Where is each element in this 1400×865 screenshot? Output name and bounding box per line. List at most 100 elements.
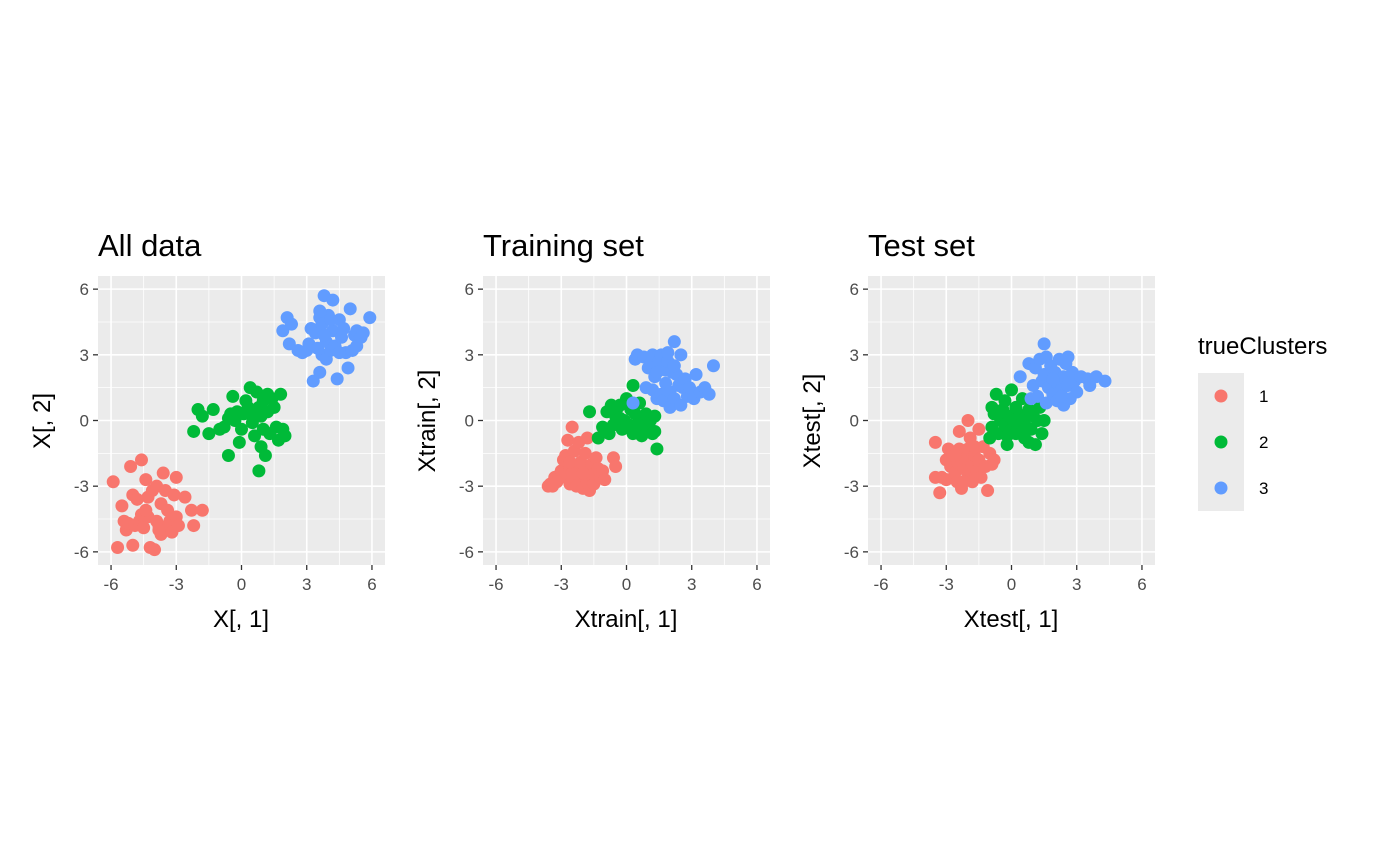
data-point xyxy=(630,418,644,432)
data-point xyxy=(667,335,681,349)
data-point xyxy=(274,387,288,401)
data-point xyxy=(134,453,148,467)
y-axis-title: Xtrain[, 2] xyxy=(414,370,441,473)
x-tick-label: 6 xyxy=(367,575,376,594)
data-point xyxy=(985,400,999,414)
x-tick-label: 3 xyxy=(302,575,311,594)
data-point xyxy=(1035,427,1049,441)
data-point xyxy=(285,317,299,331)
axes: -6 -3 0 3 6 -6 -3 0 3 6 xyxy=(459,280,762,594)
data-point xyxy=(596,420,610,434)
x-tick-label: -3 xyxy=(169,575,184,594)
series-1 xyxy=(541,420,623,498)
data-point xyxy=(258,449,272,463)
legend-key-2 xyxy=(1214,435,1228,449)
data-point xyxy=(648,409,662,423)
series-1 xyxy=(106,453,209,557)
x-tick-label: 3 xyxy=(687,575,696,594)
data-point xyxy=(115,499,129,513)
data-point xyxy=(667,359,681,373)
data-point xyxy=(972,422,986,436)
data-point xyxy=(661,346,675,360)
data-point xyxy=(598,473,612,487)
x-tick-label: -6 xyxy=(488,575,503,594)
x-tick-label: 0 xyxy=(237,575,246,594)
y-tick-label: 0 xyxy=(850,412,859,431)
y-tick-label: -3 xyxy=(74,477,89,496)
legend-label-3: 3 xyxy=(1259,479,1268,498)
panel-title: All data xyxy=(98,228,202,263)
data-point xyxy=(961,414,975,427)
data-point xyxy=(126,538,140,552)
y-tick-label: -6 xyxy=(844,543,859,562)
data-point xyxy=(252,464,266,478)
data-point xyxy=(1028,438,1042,452)
panel-title: Training set xyxy=(483,228,644,263)
data-point xyxy=(313,365,327,379)
data-point xyxy=(1005,383,1018,397)
data-point xyxy=(343,302,357,316)
data-point xyxy=(683,381,697,395)
y-axis-title: Xtest[, 2] xyxy=(799,374,826,469)
data-point xyxy=(565,466,579,480)
data-point xyxy=(171,519,185,533)
data-point xyxy=(106,475,120,489)
data-point xyxy=(156,466,170,480)
x-axis-title: Xtest[, 1] xyxy=(964,606,1059,633)
panel-training-set: Training set Xtrain[, 1] Xtrain[, 2] -6-… xyxy=(414,228,770,633)
x-tick-label: 0 xyxy=(622,575,631,594)
data-point xyxy=(1061,350,1075,364)
data-point xyxy=(202,427,216,441)
data-point xyxy=(221,449,235,463)
data-point xyxy=(295,346,309,360)
data-point xyxy=(1070,385,1084,399)
y-tick-label: -6 xyxy=(74,543,89,562)
data-point xyxy=(152,523,166,537)
data-point xyxy=(148,543,162,557)
data-point xyxy=(137,521,151,535)
x-tick-label: 3 xyxy=(1072,575,1081,594)
data-point xyxy=(326,293,340,307)
data-point xyxy=(987,453,1001,467)
data-point xyxy=(948,449,962,463)
data-point xyxy=(609,459,623,473)
y-tick-label: 3 xyxy=(850,346,859,365)
legend-item-1: 1 xyxy=(1214,387,1268,406)
data-point xyxy=(578,446,592,460)
data-point xyxy=(1000,438,1014,452)
data-point xyxy=(267,400,281,414)
x-tick-label: 6 xyxy=(1137,575,1146,594)
legend-label-1: 1 xyxy=(1259,387,1268,406)
data-point xyxy=(356,326,370,340)
data-point xyxy=(998,394,1012,408)
data-point xyxy=(178,490,192,504)
data-point xyxy=(184,503,198,517)
y-tick-label: 0 xyxy=(465,412,474,431)
data-point xyxy=(167,488,181,502)
data-point xyxy=(626,378,640,392)
x-tick-label: -6 xyxy=(103,575,118,594)
data-point xyxy=(235,422,248,436)
data-point xyxy=(187,519,201,533)
data-point xyxy=(261,387,275,401)
series-3 xyxy=(626,335,720,414)
series-3 xyxy=(1013,337,1112,412)
y-tick-label: 3 xyxy=(80,346,89,365)
plot-area-training-set: -6 -3 0 3 6 -6 -3 0 3 6 xyxy=(459,276,770,594)
data-point xyxy=(195,503,209,517)
data-point xyxy=(1037,337,1051,351)
data-point xyxy=(139,473,153,487)
data-point xyxy=(130,492,144,506)
data-point xyxy=(583,405,597,419)
panel-test-set: Test set Xtest[, 1] Xtest[, 2] -6 -3 0 3 6-6… xyxy=(799,228,1155,633)
legend-key-1 xyxy=(1214,389,1228,403)
y-tick-label: -3 xyxy=(459,477,474,496)
data-point xyxy=(580,431,594,445)
data-point xyxy=(1009,400,1023,414)
y-tick-label: -3 xyxy=(844,477,859,496)
data-point xyxy=(226,389,240,403)
series-2 xyxy=(187,381,292,478)
data-point xyxy=(974,470,988,484)
data-point xyxy=(565,420,579,434)
data-point xyxy=(1013,370,1027,384)
